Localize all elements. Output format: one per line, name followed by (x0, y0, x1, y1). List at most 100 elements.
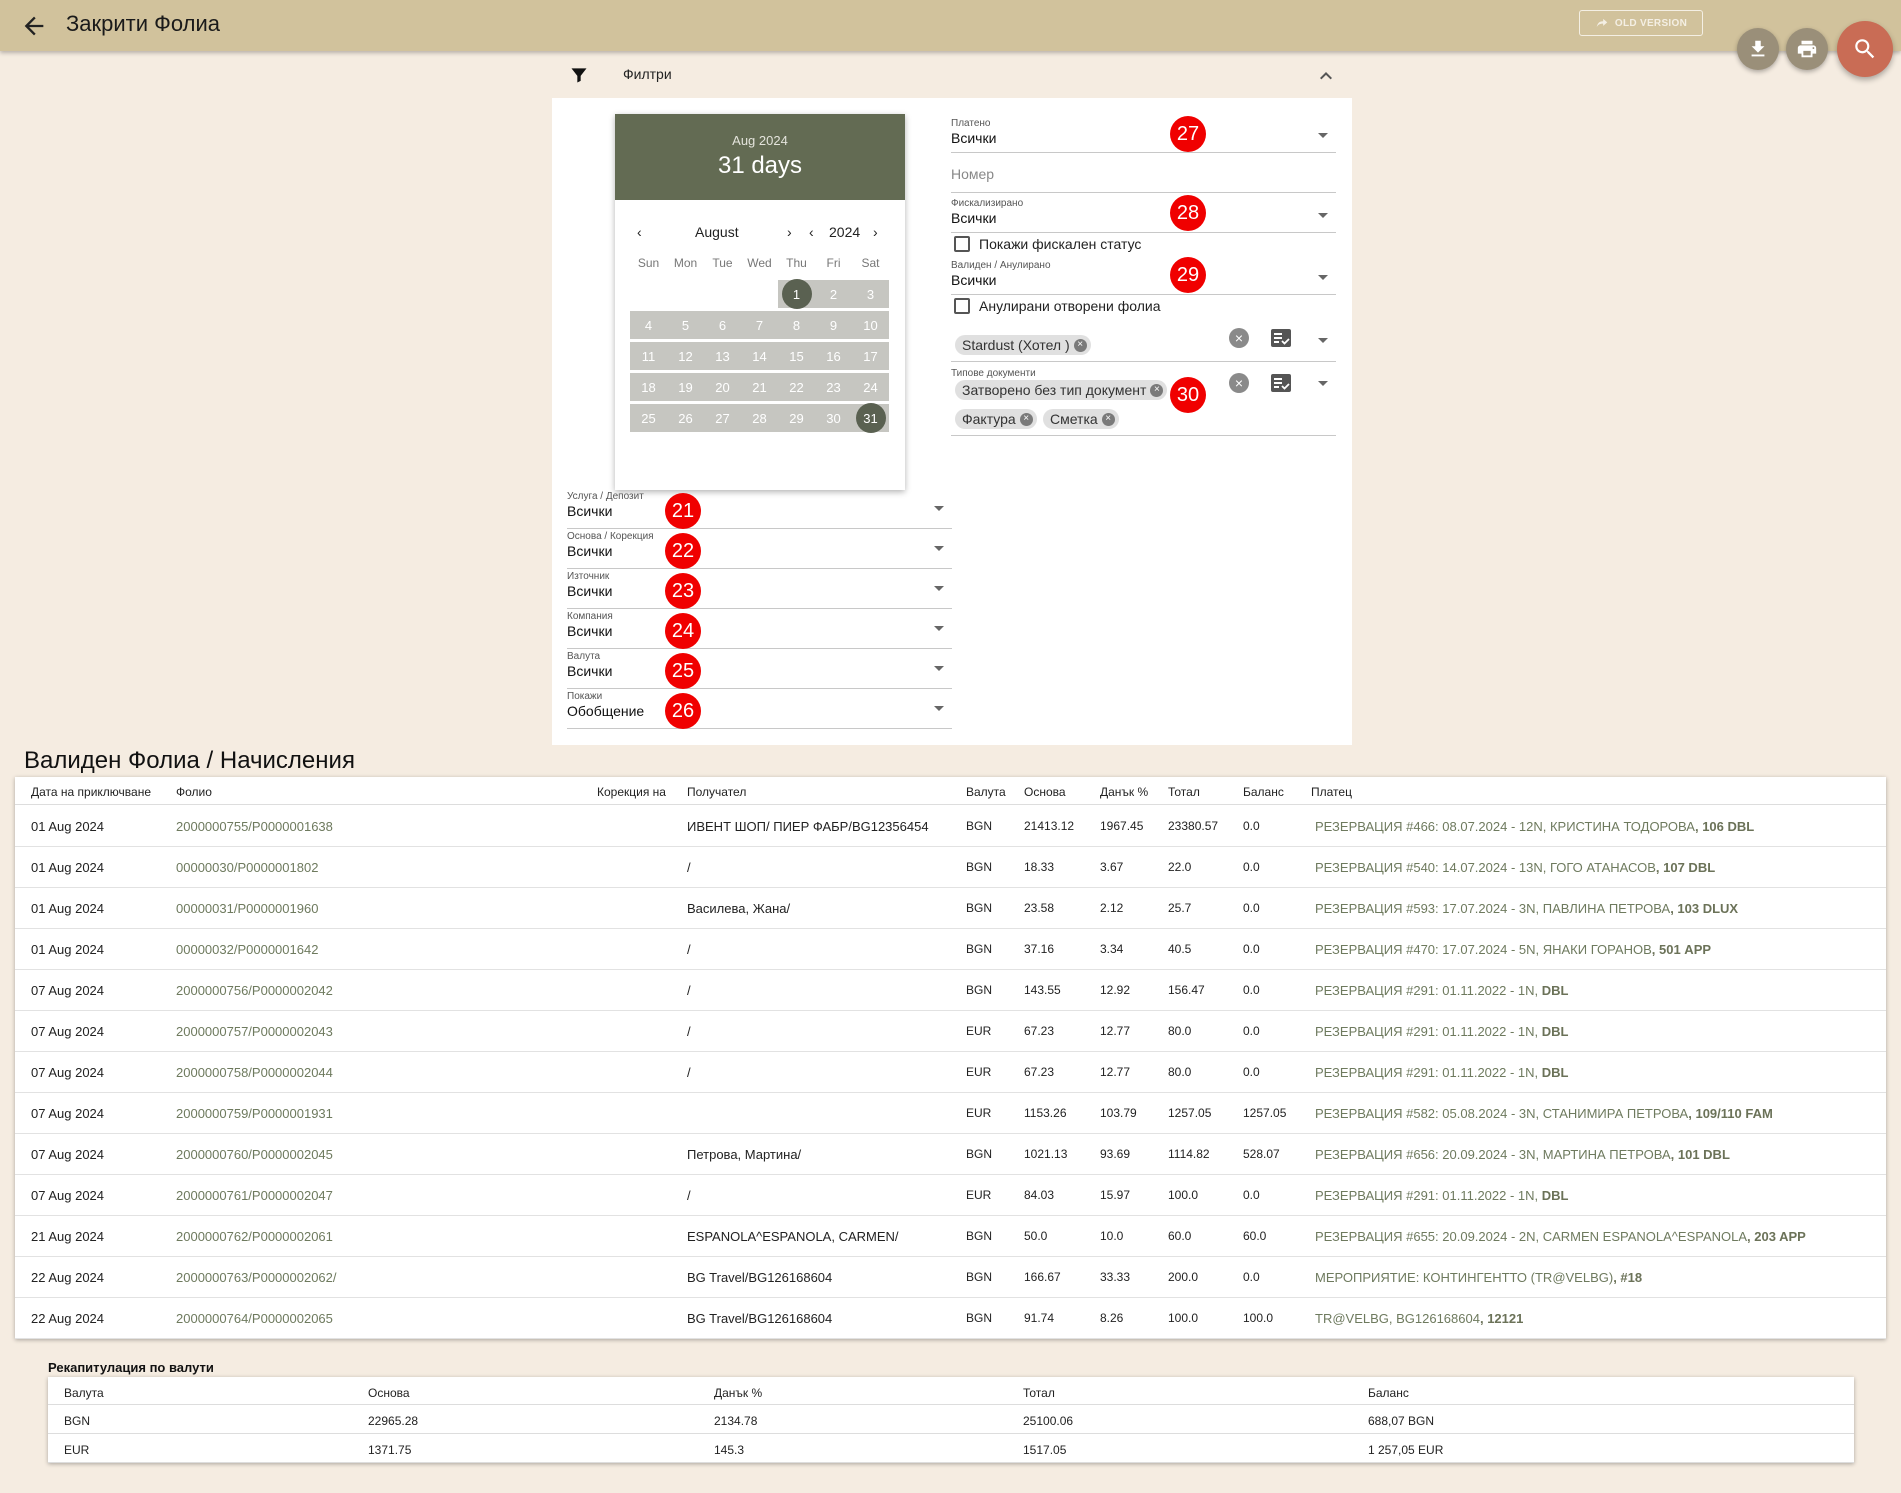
payer-link[interactable]: РЕЗЕРВАЦИЯ #655: 20.09.2024 - 2N, CARMEN… (1315, 1229, 1806, 1244)
filters-header[interactable]: Филтри (552, 58, 1352, 98)
search-button[interactable] (1837, 21, 1893, 77)
column-header[interactable]: Валута (966, 785, 1006, 799)
calendar-day[interactable]: 17 (852, 342, 889, 370)
payer-link[interactable]: РЕЗЕРВАЦИЯ #656: 20.09.2024 - 3N, МАРТИН… (1315, 1147, 1730, 1162)
select-all-icon[interactable] (1270, 373, 1292, 393)
table-row[interactable]: 07 Aug 2024 2000000757/P0000002043 / EUR 67.… (15, 1011, 1886, 1052)
chip-remove-icon[interactable]: × (1101, 412, 1115, 426)
payer-link[interactable]: РЕЗЕРВАЦИЯ #540: 14.07.2024 - 13N, ГОГО … (1315, 860, 1715, 875)
chip-remove-icon[interactable]: × (1019, 412, 1033, 426)
table-row[interactable]: 22 Aug 2024 2000000763/P0000002062/BG Tra… (15, 1257, 1886, 1298)
date-range-picker[interactable]: Aug 2024 31 days ‹ August › ‹ 2024 › Sun… (615, 114, 905, 490)
folio-link[interactable]: 00000032/P0000001642 (176, 942, 319, 957)
table-row[interactable]: 07 Aug 2024 2000000761/P0000002047 / EUR 84.… (15, 1175, 1886, 1216)
calendar-day[interactable]: 14 (741, 342, 778, 370)
calendar-day[interactable]: 29 (778, 404, 815, 432)
table-row[interactable]: 01 Aug 2024 2000000755/P0000001638 ИВЕНТ Ш… (15, 806, 1886, 847)
filter-select-1[interactable]: Услуга / Депозит Всички (567, 491, 952, 529)
column-header[interactable]: Получател (687, 785, 747, 799)
payer-link[interactable]: РЕЗЕРВАЦИЯ #582: 05.08.2024 - 3N, СТАНИМ… (1315, 1106, 1773, 1121)
calendar-day[interactable]: 10 (852, 311, 889, 339)
property-chip[interactable]: Stardust (Хотел ) × (955, 335, 1091, 355)
calendar-day[interactable]: 8 (778, 311, 815, 339)
calendar-day[interactable]: 5 (667, 311, 704, 339)
payer-link[interactable]: РЕЗЕРВАЦИЯ #466: 08.07.2024 - 12N, КРИСТ… (1315, 819, 1754, 834)
show-fiscal-status-checkbox[interactable]: Покажи фискален статус (954, 236, 1141, 252)
table-row[interactable]: 07 Aug 2024 2000000760/P0000002045 Петрова… (15, 1134, 1886, 1175)
folio-link[interactable]: 00000031/P0000001960 (176, 901, 319, 916)
payer-link[interactable]: МЕРОПРИЯТИЕ: КОНТИНГЕНТТО (TR@VELBG), #1… (1315, 1270, 1642, 1285)
filter-select-6[interactable]: Покажи Обобщение (567, 691, 952, 729)
folio-link[interactable]: 2000000758/P0000002044 (176, 1065, 333, 1080)
folio-link[interactable]: 2000000764/P0000002065 (176, 1311, 333, 1326)
chip-remove-icon[interactable]: × (1150, 383, 1164, 397)
document-type-chip[interactable]: Затворено без тип документ × (955, 380, 1168, 400)
table-row[interactable]: 01 Aug 2024 00000030/P0000001802 / BGN 18.33… (15, 847, 1886, 888)
payer-link[interactable]: РЕЗЕРВАЦИЯ #593: 17.07.2024 - 3N, ПАВЛИН… (1315, 901, 1738, 916)
document-type-chip[interactable]: Сметка × (1043, 409, 1119, 429)
valid-cancelled-select[interactable]: Валиден / Анулирано Всички (951, 260, 1336, 295)
calendar-day[interactable]: 22 (778, 373, 815, 401)
calendar-day[interactable]: 23 (815, 373, 852, 401)
column-header[interactable]: Дата на приключване (31, 785, 152, 799)
calendar-day[interactable]: 2 (815, 280, 852, 308)
calendar-day[interactable]: 25 (630, 404, 667, 432)
folio-link[interactable]: 2000000762/P0000002061 (176, 1229, 333, 1244)
table-row[interactable]: 07 Aug 2024 2000000759/P0000001931 EUR 1153… (15, 1093, 1886, 1134)
folio-link[interactable]: 2000000763/P0000002062/ (176, 1270, 337, 1285)
calendar-day[interactable]: 4 (630, 311, 667, 339)
folio-link[interactable]: 00000030/P0000001802 (176, 860, 319, 875)
download-button[interactable] (1737, 28, 1779, 70)
old-version-button[interactable]: OLD VERSION (1579, 10, 1703, 36)
calendar-day[interactable]: 13 (704, 342, 741, 370)
cancelled-open-checkbox[interactable]: Анулирани отворени фолиа (954, 298, 1161, 314)
clear-icon[interactable]: × (1229, 373, 1249, 393)
datepicker-year-label[interactable]: 2024 (829, 224, 861, 240)
chip-remove-icon[interactable]: × (1073, 338, 1087, 352)
column-header[interactable]: Баланс (1243, 785, 1284, 799)
payer-link[interactable]: TR@VELBG, BG126168604, 12121 (1315, 1311, 1523, 1326)
calendar-day[interactable]: 9 (815, 311, 852, 339)
table-row[interactable]: 22 Aug 2024 2000000764/P0000002065 BG Trav… (15, 1298, 1886, 1339)
filter-select-5[interactable]: Валута Всички (567, 651, 952, 689)
column-header[interactable]: Тотал (1168, 785, 1200, 799)
calendar-day[interactable]: 31 (852, 403, 889, 433)
folio-link[interactable]: 2000000761/P0000002047 (176, 1188, 333, 1203)
table-row[interactable]: 07 Aug 2024 2000000758/P0000002044 / EUR 67.… (15, 1052, 1886, 1093)
calendar-day[interactable]: 1 (778, 279, 815, 309)
table-row[interactable]: 01 Aug 2024 00000032/P0000001642 / BGN 37.16… (15, 929, 1886, 970)
next-month-icon[interactable]: › (787, 224, 792, 240)
column-header[interactable]: Основа (1024, 785, 1066, 799)
payer-link[interactable]: РЕЗЕРВАЦИЯ #291: 01.11.2022 - 1N, DBL (1315, 1024, 1568, 1039)
calendar-day[interactable]: 16 (815, 342, 852, 370)
filter-select-2[interactable]: Основа / Корекция Всички (567, 531, 952, 569)
fiscalized-select[interactable]: Фискализирано Всички (951, 198, 1336, 233)
document-types-multiselect[interactable]: Типове документи (951, 368, 1336, 436)
prev-year-icon[interactable]: ‹ (809, 224, 814, 240)
calendar-day[interactable]: 6 (704, 311, 741, 339)
folio-link[interactable]: 2000000760/P0000002045 (176, 1147, 333, 1162)
calendar-day[interactable]: 28 (741, 404, 778, 432)
payer-link[interactable]: РЕЗЕРВАЦИЯ #291: 01.11.2022 - 1N, DBL (1315, 1188, 1568, 1203)
column-header[interactable]: Платец (1311, 785, 1352, 799)
document-type-chip[interactable]: Фактура × (955, 409, 1037, 429)
filter-select-4[interactable]: Компания Всички (567, 611, 952, 649)
payer-link[interactable]: РЕЗЕРВАЦИЯ #291: 01.11.2022 - 1N, DBL (1315, 983, 1568, 998)
table-row[interactable]: 01 Aug 2024 00000031/P0000001960 Василева,… (15, 888, 1886, 929)
column-header[interactable]: Данък % (1100, 785, 1149, 799)
chevron-up-icon[interactable] (1314, 64, 1338, 88)
select-all-icon[interactable] (1270, 328, 1292, 348)
calendar-day[interactable]: 15 (778, 342, 815, 370)
calendar-day[interactable]: 30 (815, 404, 852, 432)
clear-icon[interactable]: × (1229, 328, 1249, 348)
calendar-day[interactable]: 3 (852, 280, 889, 308)
next-year-icon[interactable]: › (873, 224, 878, 240)
calendar-day[interactable]: 19 (667, 373, 704, 401)
calendar-day[interactable]: 21 (741, 373, 778, 401)
calendar-day[interactable]: 27 (704, 404, 741, 432)
table-row[interactable]: 21 Aug 2024 2000000762/P0000002061 ESPANOL… (15, 1216, 1886, 1257)
property-multiselect[interactable] (951, 324, 1336, 362)
calendar-day[interactable]: 7 (741, 311, 778, 339)
datepicker-month-label[interactable]: August (695, 224, 739, 240)
folio-link[interactable]: 2000000757/P0000002043 (176, 1024, 333, 1039)
